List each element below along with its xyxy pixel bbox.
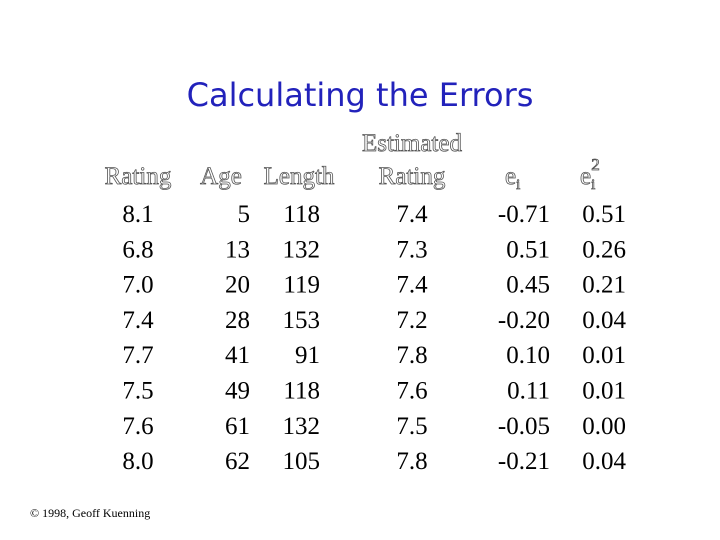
header-subscript: i	[516, 177, 520, 193]
table-cell: 7.4	[122, 307, 154, 334]
table-cell: 20	[225, 272, 250, 299]
table-cell: 5	[238, 201, 251, 228]
table-cell: 7.4	[396, 201, 428, 228]
table-cell: 7.6	[396, 378, 427, 405]
table-cell: 61	[225, 413, 250, 440]
column-header: Rating	[379, 163, 446, 190]
column-header: Rating	[105, 163, 172, 190]
table-cell: 7.4	[396, 272, 428, 299]
table-cell: 7.8	[396, 342, 427, 369]
table-cell: 7.6	[122, 413, 153, 440]
table-cell: 0.26	[582, 236, 626, 263]
table-cell: 7.7	[122, 342, 153, 369]
table-cell: -0.05	[498, 413, 550, 440]
table-cell: 118	[283, 378, 320, 405]
table-cell: 13	[225, 236, 250, 263]
table-cell: 0.21	[582, 272, 626, 299]
table-cell: 0.51	[582, 201, 626, 228]
header-superscript: 2	[591, 155, 600, 174]
table-cell: 28	[225, 307, 250, 334]
column-header: Estimated	[362, 130, 462, 157]
table-cell: 0.10	[506, 342, 550, 369]
table-cell: 0.11	[507, 378, 550, 405]
table-cell: 132	[283, 236, 321, 263]
table-cell: 6.8	[122, 236, 153, 263]
table-cell: 8.0	[122, 448, 153, 475]
table-cell: 0.01	[582, 342, 626, 369]
table-cell: 0.01	[582, 378, 626, 405]
column-header: Age	[200, 163, 242, 190]
table-cell: 0.00	[582, 413, 626, 440]
table-cell: 0.45	[506, 272, 550, 299]
table-cell: 0.04	[582, 448, 626, 475]
header-base: e	[580, 163, 591, 190]
table-cell: 7.3	[396, 236, 427, 263]
header-subscript: i	[591, 177, 595, 193]
column-header: ei 2	[580, 155, 600, 193]
table-cell: 7.8	[396, 448, 427, 475]
table-cell: 119	[283, 272, 320, 299]
header-base: e	[505, 163, 516, 190]
table-cell: -0.21	[498, 448, 550, 475]
table-cell: 132	[283, 413, 321, 440]
table-cell: 8.1	[122, 201, 153, 228]
table-cell: 0.04	[582, 307, 626, 334]
table-cell: 7.5	[396, 413, 427, 440]
table-cell: 118	[283, 201, 320, 228]
footer: © 1998, Geoff Kuenning	[30, 506, 150, 520]
table-cell: -0.71	[498, 201, 550, 228]
table-cell: 41	[225, 342, 250, 369]
column-header: Length	[264, 163, 335, 190]
slide-title: Calculating the Errors	[187, 76, 534, 114]
table-cell: 153	[283, 307, 321, 334]
table-cell: 7.5	[122, 378, 153, 405]
column-header: ei	[505, 163, 520, 193]
table-cell: 62	[225, 448, 250, 475]
table-cell: 0.51	[506, 236, 550, 263]
table-cell: -0.20	[498, 307, 550, 334]
table-cell: 49	[225, 378, 250, 405]
table-cell: 7.2	[396, 307, 427, 334]
table-cell: 91	[295, 342, 320, 369]
table-cell: 105	[283, 448, 321, 475]
table-cell: 7.0	[122, 272, 153, 299]
